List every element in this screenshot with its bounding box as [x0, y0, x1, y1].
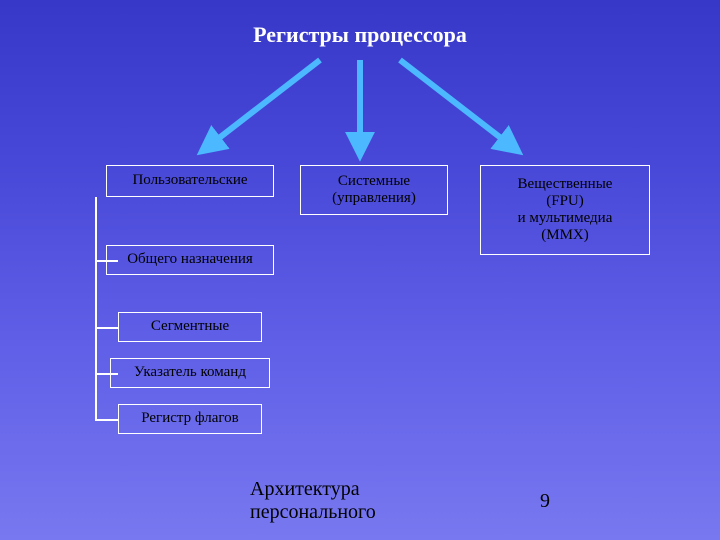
box-general: Общего назначения: [106, 245, 274, 275]
box-user: Пользовательские: [106, 165, 274, 197]
box-flags: Регистр флагов: [118, 404, 262, 434]
slide-title: Регистры процессора: [0, 22, 720, 48]
box-ip: Указатель команд: [110, 358, 270, 388]
footer-left: Архитектура персонального: [250, 478, 376, 524]
footer-right: 9: [540, 490, 550, 513]
box-segment: Сегментные: [118, 312, 262, 342]
box-system: Системные (управления): [300, 165, 448, 215]
box-real: Вещественные (FPU) и мультимедиа (MMX): [480, 165, 650, 255]
